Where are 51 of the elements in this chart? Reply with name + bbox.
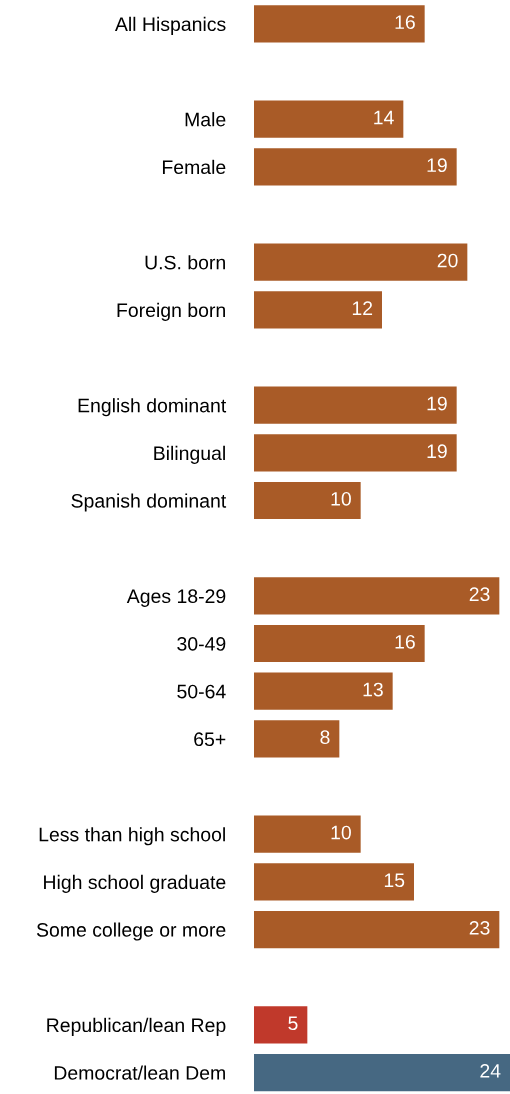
bar	[254, 624, 425, 663]
bar	[254, 910, 500, 949]
bar	[254, 5, 425, 43]
y-tick-label: Republican/lean Rep	[47, 1017, 226, 1036]
bar	[254, 863, 414, 901]
bar	[254, 148, 457, 186]
y-tick-label: Female	[162, 159, 226, 175]
data-label: 19	[427, 158, 447, 173]
y-tick-label: 30-49	[177, 637, 226, 651]
bar	[254, 815, 361, 853]
data-label: 19	[427, 444, 447, 459]
bar	[254, 434, 457, 472]
y-tick-label: Bilingual	[154, 445, 225, 464]
bar	[254, 291, 382, 329]
data-label: 13	[363, 682, 383, 697]
data-label: 23	[469, 587, 490, 602]
data-label: 14	[374, 110, 394, 125]
data-label: 23	[469, 920, 490, 935]
y-tick-label: Less than high school	[39, 827, 225, 846]
data-label: 20	[437, 253, 458, 268]
bar	[254, 1053, 510, 1092]
bar	[254, 1006, 308, 1044]
data-label: 15	[384, 873, 405, 888]
y-tick-label: High school graduate	[44, 874, 226, 893]
bar	[254, 100, 404, 138]
y-tick-label: Foreign born	[117, 302, 225, 321]
data-label: 16	[395, 634, 415, 649]
bar	[254, 577, 500, 615]
y-tick-label: English dominant	[78, 398, 227, 417]
bar	[254, 720, 340, 758]
bar	[254, 243, 468, 281]
data-label: 19	[427, 396, 447, 411]
y-tick-label: 65+	[194, 732, 226, 747]
y-tick-label: Male	[185, 112, 226, 127]
bar	[254, 672, 393, 710]
data-label: 8	[320, 730, 330, 745]
data-label: 24	[480, 1064, 501, 1078]
data-label: 10	[331, 491, 351, 506]
y-tick-label: U.S. born	[145, 255, 225, 270]
data-label: 16	[395, 15, 415, 30]
data-label: 5	[288, 1016, 298, 1031]
y-tick-label: All Hispanics	[114, 16, 226, 35]
data-label: 10	[331, 825, 351, 840]
bar	[254, 386, 457, 424]
y-tick-label: Spanish dominant	[71, 493, 227, 512]
bar	[254, 481, 361, 520]
y-tick-label: 50-64	[177, 684, 226, 699]
y-tick-label: Ages 18-29	[126, 589, 226, 607]
data-label: 12	[352, 301, 373, 315]
y-tick-label: Some college or more	[36, 922, 226, 941]
y-tick-label: Democrat/lean Dem	[54, 1065, 225, 1080]
